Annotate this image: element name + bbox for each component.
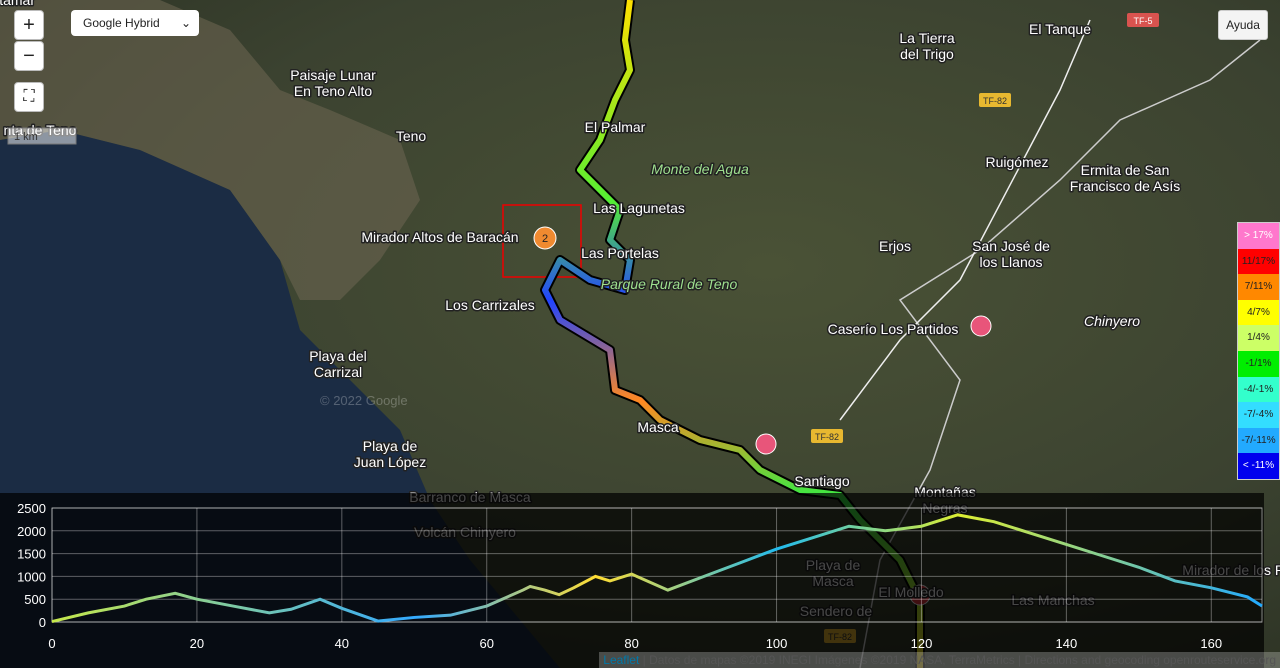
attribution-text: | Datos de mapas ©2019 INEGI Imágenes ©2… — [639, 653, 1276, 667]
road-label: TF-82 — [815, 432, 839, 442]
y-tick-label: 1000 — [17, 569, 46, 584]
route[interactable] — [542, 0, 923, 668]
place-label: Erjos — [879, 238, 911, 254]
legend-item: 11/17% — [1238, 248, 1279, 275]
place-label: del Trigo — [900, 46, 954, 62]
elevation-panel — [0, 493, 1264, 668]
place-label: Juan López — [354, 454, 426, 470]
legend-item: -7/-11% — [1238, 427, 1279, 454]
place-label: Santiago — [794, 473, 849, 489]
x-tick-label: 20 — [190, 636, 204, 651]
legend-item: -7/-4% — [1238, 402, 1279, 428]
x-tick-label: 160 — [1200, 636, 1222, 651]
elevation-line — [51, 513, 1263, 624]
slope-legend: > 17% 11/17% 7/11% 4/7% 1/4% -1/1% -4/-1% -7/-4… — [1237, 222, 1280, 480]
place-label: La Tierra — [899, 30, 954, 46]
legend-item: 1/4% — [1238, 325, 1279, 351]
place-label: Las Portelas — [581, 245, 659, 261]
scale-bar — [7, 127, 77, 145]
attribution-link[interactable]: Leaflet — [603, 653, 640, 667]
place-label: Masca — [637, 419, 678, 435]
place-label: Playa del — [309, 348, 367, 364]
road-label: TF-82 — [983, 96, 1007, 106]
layer-select[interactable]: Google Hybrid ⌄ — [71, 10, 199, 36]
poi-marker[interactable] — [970, 315, 992, 337]
y-tick-label: 2500 — [17, 501, 46, 516]
y-tick-label: 0 — [39, 615, 46, 630]
place-label: El Palmar — [585, 119, 646, 135]
cluster-marker[interactable] — [533, 226, 557, 250]
chevron: ⌄ — [180, 16, 191, 30]
x-tick-label: 40 — [335, 636, 349, 651]
place-label: Paisaje Lunar — [290, 67, 376, 83]
place-label: El Retamar — [0, 0, 35, 8]
layer-label: Google Hybrid — [83, 16, 160, 30]
x-tick-label: 80 — [624, 636, 638, 651]
place-label: Francisco de Asís — [1070, 178, 1181, 194]
plot-frame — [51, 507, 1263, 623]
place-label: Monte del Agua — [651, 161, 749, 177]
scale-label: 1 km — [14, 131, 38, 143]
y-tick-label: 500 — [24, 592, 46, 607]
cluster-label: 2 — [542, 233, 548, 245]
legend-item: < -11% — [1238, 453, 1279, 479]
help-button[interactable]: Ayuda — [1218, 10, 1268, 40]
legend-item: 7/11% — [1238, 274, 1279, 300]
road-shield — [1127, 13, 1159, 27]
place-label: San José de — [972, 238, 1050, 254]
road-label: TF-5 — [1134, 16, 1153, 26]
road-shield — [811, 429, 843, 443]
place-label: Parque Rural de Teno — [601, 276, 738, 292]
terrain — [0, 0, 420, 300]
x-tick-label: 120 — [911, 636, 933, 651]
place-label: Ermita de San — [1081, 162, 1170, 178]
place-label: los Llanos — [979, 254, 1042, 270]
legend-item: -1/1% — [1238, 350, 1279, 377]
place-label: En Teno Alto — [294, 83, 373, 99]
legend-item: 4/7% — [1238, 299, 1279, 326]
watermark: © 2022 Google — [320, 393, 408, 408]
place-label: Playa de — [363, 438, 418, 454]
selection-box — [502, 204, 582, 278]
legend-item: -4/-1% — [1238, 376, 1279, 403]
y-tick-label: 2000 — [17, 524, 46, 539]
x-tick-label: 100 — [766, 636, 788, 651]
place-label: Chinyero — [1084, 313, 1140, 329]
place-label: Mirador Altos de Baracán — [361, 229, 518, 245]
y-tick-label: 1500 — [17, 547, 46, 562]
place-label: Ruigómez — [985, 154, 1048, 170]
place-label: El Tanque — [1029, 21, 1091, 37]
fullscreen[interactable]: ⛶ — [14, 82, 44, 112]
zoom-in[interactable]: + — [14, 10, 44, 40]
zoom-out[interactable]: − — [14, 41, 44, 71]
legend-item: > 17% — [1238, 223, 1279, 249]
place-label: Las Lagunetas — [593, 200, 685, 216]
x-tick-label: 140 — [1056, 636, 1078, 651]
x-tick-label: 60 — [479, 636, 493, 651]
marker[interactable] — [755, 433, 777, 455]
place-label: Carrizal — [314, 364, 362, 380]
place-label: Teno — [396, 128, 427, 144]
place-label: Caserío Los Partidos — [828, 321, 959, 337]
road-shield — [979, 93, 1011, 107]
x-tick-label: 0 — [48, 636, 55, 651]
attribution: Leaflet | Datos de mapas ©2019 INEGI Imá… — [599, 652, 1280, 668]
place-label: Los Carrizales — [445, 297, 534, 313]
road — [839, 19, 1091, 421]
